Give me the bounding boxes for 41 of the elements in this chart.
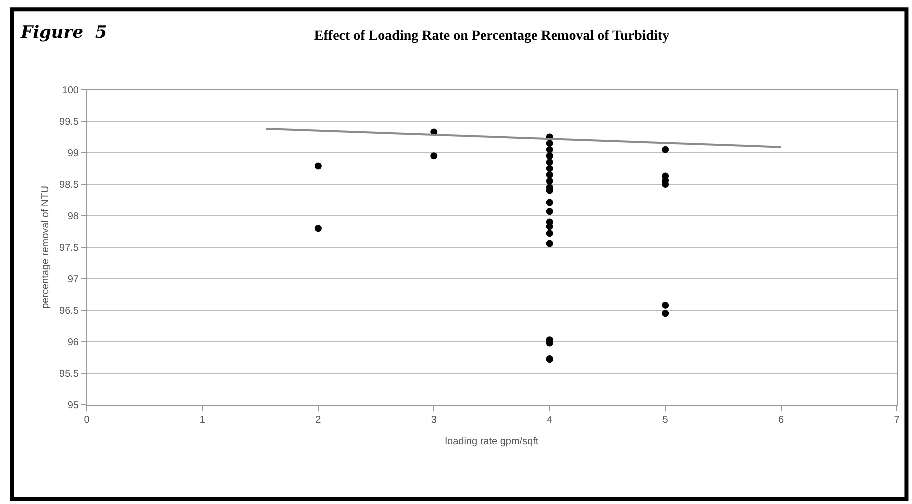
x-tick-label: 7 bbox=[894, 415, 900, 426]
y-tick-label: 95 bbox=[68, 400, 80, 412]
x-tick-label: 0 bbox=[84, 415, 90, 426]
y-axis-title: percentage removal of NTU bbox=[40, 186, 52, 309]
y-tick-label: 98 bbox=[68, 212, 80, 222]
x-tick-label: 5 bbox=[662, 415, 669, 426]
point bbox=[662, 146, 670, 154]
point bbox=[662, 302, 670, 309]
point bbox=[546, 178, 554, 185]
chart-title: Effect of Loading Rate on Percentage Removal of Turbidity bbox=[314, 29, 670, 44]
x-tick-label: 3 bbox=[431, 415, 438, 426]
y-tick-label: 98.5 bbox=[60, 180, 80, 191]
point bbox=[546, 223, 554, 230]
point bbox=[430, 152, 438, 160]
caption: Figure 5 bbox=[20, 23, 108, 43]
x-tick-label: 6 bbox=[778, 415, 785, 426]
point bbox=[662, 310, 670, 318]
y-tick-label: 97 bbox=[68, 274, 80, 286]
point bbox=[314, 225, 322, 232]
x-tick-label: 1 bbox=[200, 415, 206, 426]
point bbox=[314, 162, 322, 170]
point bbox=[546, 199, 554, 206]
y-tick-label: 95.5 bbox=[60, 369, 80, 380]
y-tick-label: 97.5 bbox=[60, 243, 80, 254]
x-axis-title: loading rate gpm/sqft bbox=[445, 436, 539, 448]
x-tick-label: 2 bbox=[316, 415, 322, 426]
y-tick-label: 99 bbox=[68, 148, 80, 160]
point bbox=[546, 208, 554, 216]
point bbox=[546, 140, 554, 148]
y-tick-label: 96 bbox=[68, 338, 80, 348]
point bbox=[546, 146, 554, 154]
x-tick-label: 4 bbox=[547, 415, 554, 426]
y-tick-label: 99.5 bbox=[60, 117, 80, 128]
point bbox=[546, 172, 554, 179]
point bbox=[546, 158, 554, 166]
point bbox=[546, 230, 554, 238]
y-tick-label: 96.5 bbox=[60, 306, 80, 317]
point bbox=[546, 240, 554, 248]
point bbox=[546, 152, 554, 160]
y-tick-label: 100 bbox=[62, 86, 80, 96]
point bbox=[546, 165, 554, 172]
